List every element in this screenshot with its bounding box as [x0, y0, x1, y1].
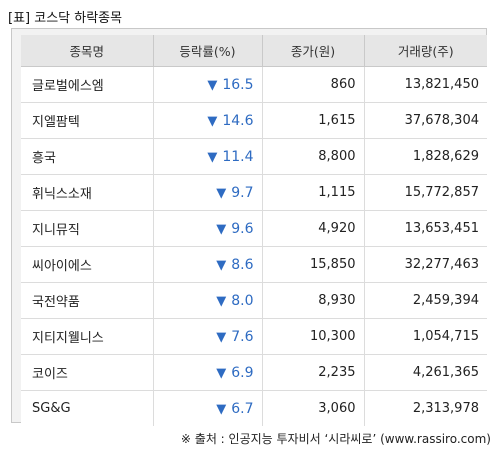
header-price: 종가(원) — [262, 35, 365, 67]
change-rate-value: 8.6 — [231, 256, 254, 273]
close-price: 1,115 — [262, 174, 365, 211]
source-note: ※ 출처 : 인공지능 투자비서 ‘시라씨로’ (www.rassiro.com… — [180, 432, 491, 446]
trade-volume: 15,772,857 — [364, 174, 487, 211]
down-triangle-icon: ▼ — [207, 77, 218, 93]
header-name: 종목명 — [21, 35, 154, 67]
stock-name: 지엘팜텍 — [21, 102, 154, 139]
change-rate: ▼ 7.6 — [153, 318, 263, 355]
change-rate-value: 9.7 — [231, 184, 254, 201]
stock-name: 씨아이에스 — [21, 246, 154, 283]
table-row: 지티지웰니스 ▼ 7.6 10,300 1,054,715 — [21, 318, 487, 355]
header-row: 종목명 등락률(%) 종가(원) 거래량(주) — [21, 35, 487, 67]
close-price: 15,850 — [262, 246, 365, 283]
change-rate: ▼ 8.6 — [153, 246, 263, 283]
close-price: 1,615 — [262, 102, 365, 139]
table-row: 흥국 ▼ 11.4 8,800 1,828,629 — [21, 138, 487, 175]
stock-name: 지티지웰니스 — [21, 318, 154, 355]
down-triangle-icon: ▼ — [216, 329, 227, 345]
change-rate: ▼ 6.9 — [153, 354, 263, 391]
change-rate-value: 7.6 — [231, 328, 254, 345]
close-price: 860 — [262, 66, 365, 103]
down-triangle-icon: ▼ — [216, 365, 227, 381]
header-rate: 등락률(%) — [153, 35, 263, 67]
close-price: 10,300 — [262, 318, 365, 355]
down-triangle-icon: ▼ — [216, 221, 227, 237]
table-row: 글로벌에스엠 ▼ 16.5 860 13,821,450 — [21, 66, 487, 103]
change-rate-value: 11.4 — [222, 148, 254, 165]
stock-name: 코이즈 — [21, 354, 154, 391]
trade-volume: 37,678,304 — [364, 102, 487, 139]
change-rate-value: 6.9 — [231, 364, 254, 381]
stock-name: SG&G — [21, 390, 154, 426]
stock-table: 종목명 등락률(%) 종가(원) 거래량(주) 글로벌에스엠 ▼ 16.5 860 13… — [21, 35, 487, 426]
trade-volume: 13,821,450 — [364, 66, 487, 103]
table-row: 휘닉스소재 ▼ 9.7 1,115 15,772,857 — [21, 174, 487, 211]
change-rate: ▼ 9.7 — [153, 174, 263, 211]
stock-name: 국전약품 — [21, 282, 154, 319]
trade-volume: 1,828,629 — [364, 138, 487, 175]
change-rate-value: 6.7 — [231, 400, 254, 417]
down-triangle-icon: ▼ — [216, 401, 227, 417]
change-rate: ▼ 6.7 — [153, 390, 263, 426]
header-volume: 거래량(주) — [364, 35, 487, 67]
stock-name: 글로벌에스엠 — [21, 66, 154, 103]
close-price: 3,060 — [262, 390, 365, 426]
trade-volume: 4,261,365 — [364, 354, 487, 391]
trade-volume: 13,653,451 — [364, 210, 487, 247]
change-rate-value: 9.6 — [231, 220, 254, 237]
down-triangle-icon: ▼ — [216, 257, 227, 273]
stock-name: 지니뮤직 — [21, 210, 154, 247]
stock-name: 휘닉스소재 — [21, 174, 154, 211]
close-price: 8,930 — [262, 282, 365, 319]
change-rate-value: 16.5 — [222, 76, 254, 93]
table-title: [표] 코스닥 하락종목 — [8, 11, 123, 26]
table-row: 코이즈 ▼ 6.9 2,235 4,261,365 — [21, 354, 487, 391]
table-row: 지니뮤직 ▼ 9.6 4,920 13,653,451 — [21, 210, 487, 247]
trade-volume: 2,459,394 — [364, 282, 487, 319]
table-row: 지엘팜텍 ▼ 14.6 1,615 37,678,304 — [21, 102, 487, 139]
table-body: 글로벌에스엠 ▼ 16.5 860 13,821,450 지엘팜텍 ▼ 14.6 1,615 37… — [21, 66, 487, 426]
change-rate: ▼ 14.6 — [153, 102, 263, 139]
stock-name: 흥국 — [21, 138, 154, 175]
trade-volume: 1,054,715 — [364, 318, 487, 355]
change-rate: ▼ 16.5 — [153, 66, 263, 103]
change-rate: ▼ 11.4 — [153, 138, 263, 175]
close-price: 2,235 — [262, 354, 365, 391]
table-row: 씨아이에스 ▼ 8.6 15,850 32,277,463 — [21, 246, 487, 283]
down-triangle-icon: ▼ — [207, 113, 218, 129]
change-rate: ▼ 8.0 — [153, 282, 263, 319]
close-price: 8,800 — [262, 138, 365, 175]
table-row: SG&G ▼ 6.7 3,060 2,313,978 — [21, 390, 487, 426]
trade-volume: 32,277,463 — [364, 246, 487, 283]
table-row: 국전약품 ▼ 8.0 8,930 2,459,394 — [21, 282, 487, 319]
down-triangle-icon: ▼ — [216, 293, 227, 309]
trade-volume: 2,313,978 — [364, 390, 487, 426]
down-triangle-icon: ▼ — [207, 149, 218, 165]
change-rate: ▼ 9.6 — [153, 210, 263, 247]
change-rate-value: 14.6 — [222, 112, 254, 129]
close-price: 4,920 — [262, 210, 365, 247]
down-triangle-icon: ▼ — [216, 185, 227, 201]
change-rate-value: 8.0 — [231, 292, 254, 309]
